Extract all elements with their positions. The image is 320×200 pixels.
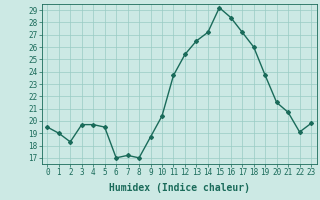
X-axis label: Humidex (Indice chaleur): Humidex (Indice chaleur) xyxy=(109,183,250,193)
